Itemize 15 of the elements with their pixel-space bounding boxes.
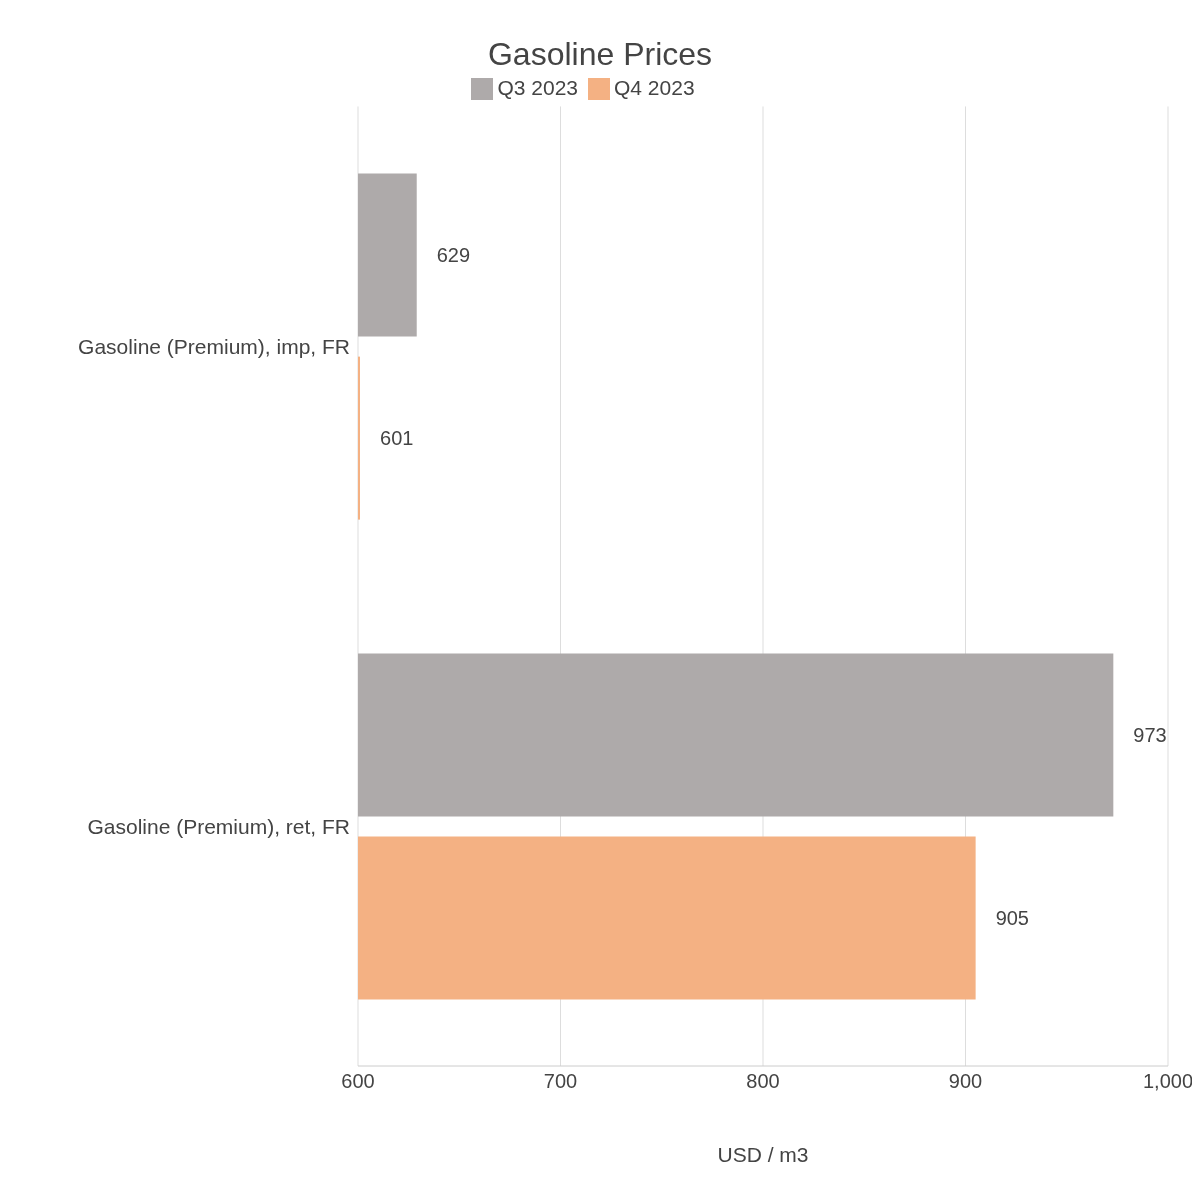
y-tick-label: Gasoline (Premium), imp, FR (78, 334, 350, 358)
y-tick-label: Gasoline (Premium), ret, FR (87, 814, 350, 838)
x-tick-label: 1,000 (1142, 1070, 1194, 1093)
x-axis-title: USD / m3 (716, 1143, 810, 1167)
data-label: 905 (995, 906, 1029, 929)
chart-title: Gasoline Prices (486, 35, 714, 74)
x-tick-label: 700 (543, 1070, 578, 1093)
data-label: 601 (380, 427, 414, 450)
data-label: 629 (436, 244, 471, 267)
legend-label: Q4 2023 (614, 76, 695, 99)
x-tick-label: 600 (341, 1070, 375, 1093)
data-label: 973 (1133, 723, 1167, 746)
x-tick-label: 800 (746, 1070, 780, 1093)
legend-label: Q3 2023 (497, 76, 578, 99)
x-tick-label: 900 (948, 1070, 983, 1093)
